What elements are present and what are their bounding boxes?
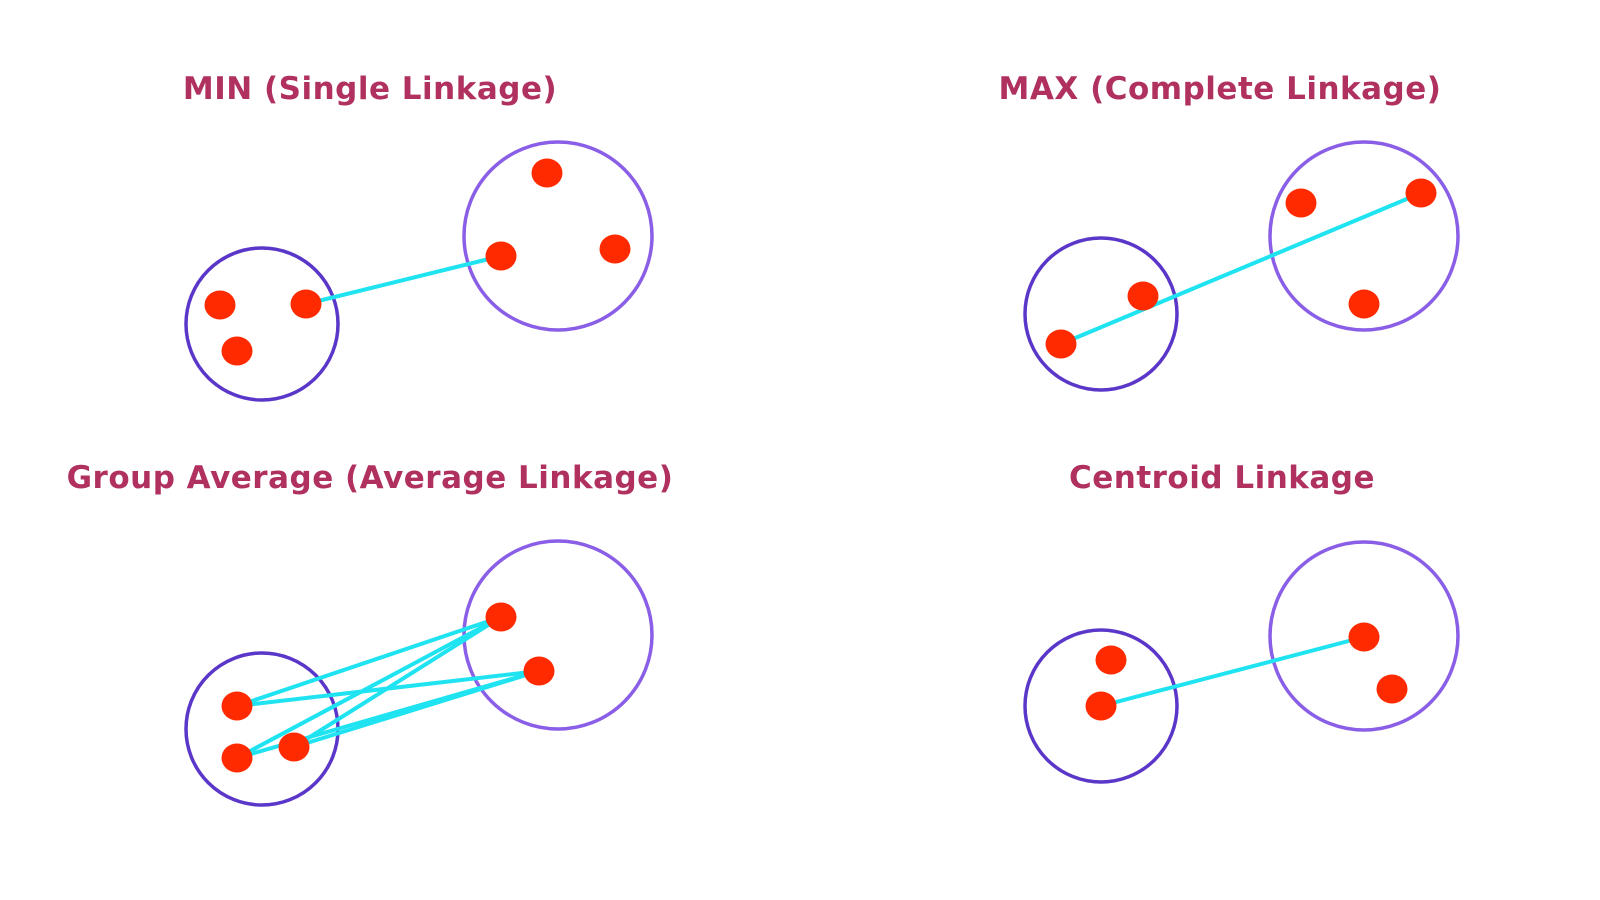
- data-point: [221, 743, 253, 773]
- cluster-circle: [1023, 236, 1179, 392]
- data-point: [1095, 645, 1127, 675]
- panel-graphics: [1023, 540, 1460, 784]
- link-line: [1099, 635, 1366, 708]
- cluster-circle: [462, 140, 654, 332]
- data-point: [1085, 691, 1117, 721]
- data-point: [1285, 188, 1317, 218]
- data-point: [485, 602, 517, 632]
- panel-graphics: [1023, 140, 1460, 392]
- data-point: [531, 158, 563, 188]
- cluster-circle: [1268, 140, 1460, 332]
- cluster-circle: [184, 246, 340, 402]
- data-point: [290, 289, 322, 319]
- panel-centroid-linkage: Centroid Linkage: [1069, 460, 1375, 496]
- link-line: [292, 669, 541, 749]
- link-line: [1059, 191, 1423, 346]
- panel-title: MIN (Single Linkage): [183, 71, 557, 107]
- link-line: [235, 615, 503, 760]
- link-line: [292, 615, 503, 749]
- data-point: [1045, 329, 1077, 359]
- link-line: [235, 615, 503, 708]
- link-line: [304, 254, 503, 306]
- cluster-circle: [184, 651, 340, 807]
- data-point: [278, 732, 310, 762]
- data-point: [1348, 289, 1380, 319]
- panel-title: Group Average (Average Linkage): [67, 460, 674, 496]
- cluster-circle: [462, 539, 654, 731]
- data-point: [599, 234, 631, 264]
- panel-group-average-linkage: Group Average (Average Linkage): [67, 460, 674, 496]
- data-point: [221, 336, 253, 366]
- data-point: [523, 656, 555, 686]
- panel-title: MAX (Complete Linkage): [999, 71, 1442, 107]
- cluster-circle: [1023, 628, 1179, 784]
- data-point: [1405, 178, 1437, 208]
- data-point: [1376, 674, 1408, 704]
- panel-graphics: [184, 140, 654, 402]
- panel-title: Centroid Linkage: [1069, 460, 1375, 496]
- panel-min-single-linkage: MIN (Single Linkage): [183, 71, 557, 107]
- data-point: [221, 691, 253, 721]
- diagram-layer: [184, 140, 1460, 807]
- panel-graphics: [184, 539, 654, 807]
- data-point: [1127, 281, 1159, 311]
- data-point: [485, 241, 517, 271]
- panel-max-complete-linkage: MAX (Complete Linkage): [999, 71, 1442, 107]
- data-point: [1348, 622, 1380, 652]
- data-point: [204, 290, 236, 320]
- cluster-circle: [1268, 540, 1460, 732]
